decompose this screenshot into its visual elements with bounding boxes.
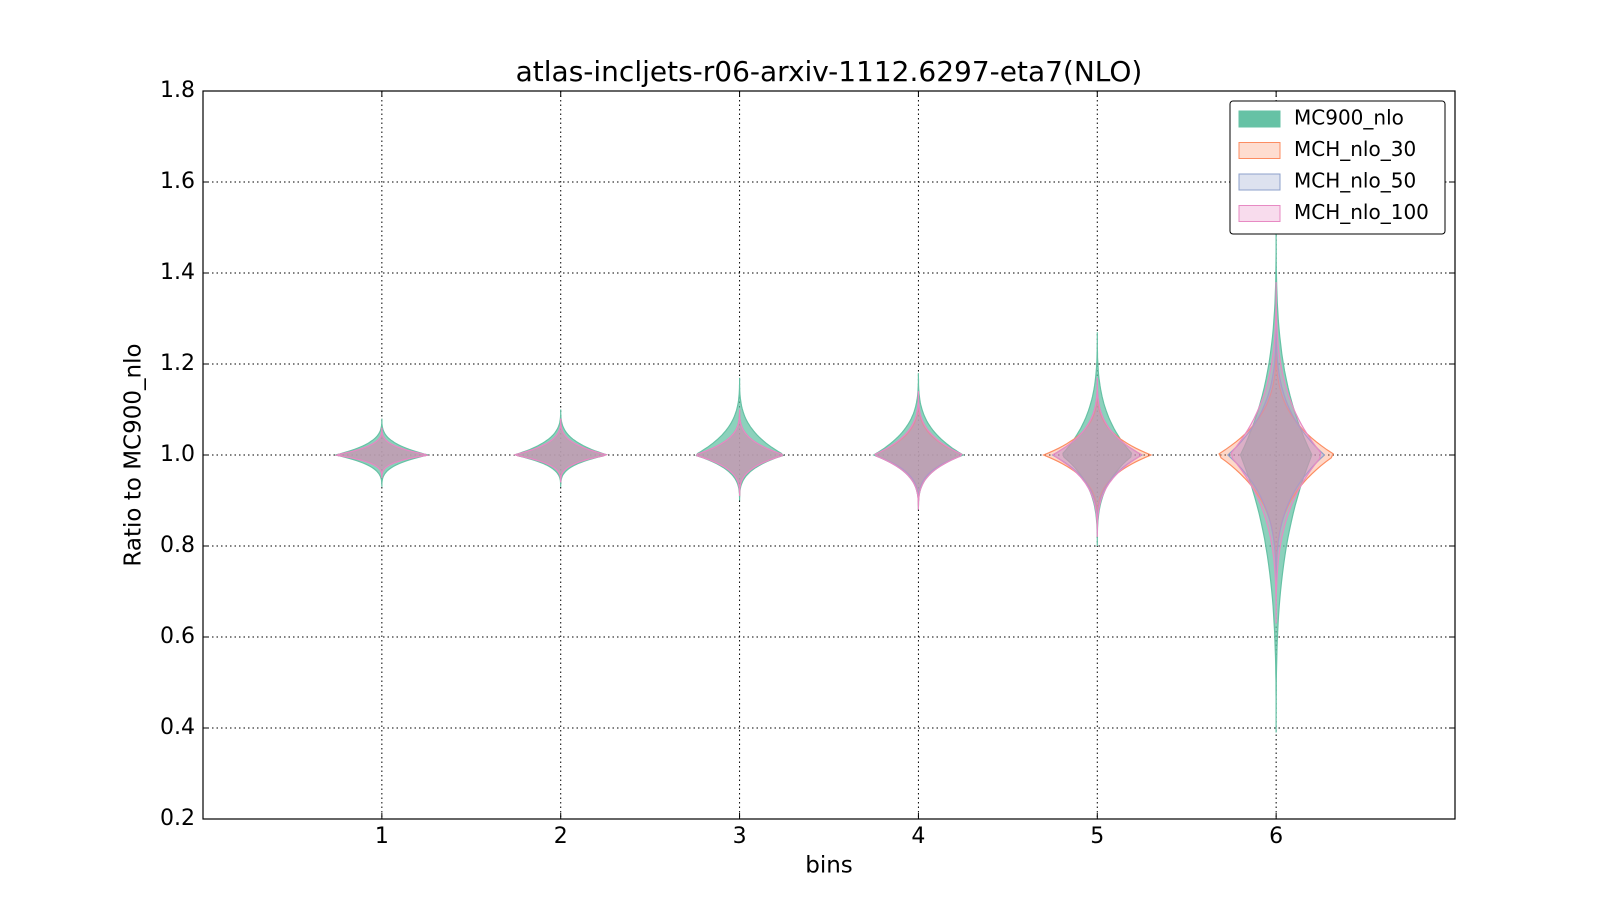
x-tick-label: 3 — [733, 824, 747, 849]
violin — [334, 427, 429, 478]
y-tick-label: 1.8 — [160, 78, 195, 103]
legend-swatch — [1238, 110, 1281, 128]
violins — [334, 227, 1334, 733]
y-axis-label: Ratio to MC900_nlo — [121, 343, 147, 566]
violin — [1239, 227, 1313, 733]
x-tick-label: 4 — [911, 824, 925, 849]
y-tick-label: 1.0 — [160, 442, 195, 467]
violin — [513, 418, 608, 483]
legend-swatch — [1238, 142, 1281, 159]
violin — [1230, 282, 1322, 624]
legend-label: MCH_nlo_50 — [1294, 169, 1416, 193]
axes: 0.2 0.4 0.6 0.8 1.0 1.2 1.4 1.6 1.8 1 2 3 4 5 6 — [160, 78, 1455, 849]
violin — [1227, 318, 1326, 592]
y-tick-label: 0.4 — [160, 715, 195, 740]
chart-title: atlas-incljets-r06-arxiv-1112.6297-eta7(… — [516, 55, 1143, 88]
y-tick-label: 1.2 — [160, 351, 195, 376]
y-tick-label: 0.8 — [160, 533, 195, 558]
legend-box — [1229, 100, 1446, 235]
legend-swatch — [1238, 173, 1281, 191]
violin — [875, 391, 962, 506]
x-tick-label: 1 — [375, 824, 389, 849]
y-tick-label: 1.6 — [160, 169, 195, 194]
violin — [873, 391, 963, 510]
violin — [1218, 341, 1334, 583]
violin — [1052, 377, 1143, 537]
violin — [335, 418, 429, 487]
legend-label: MC900_nlo — [1294, 106, 1404, 130]
legend-swatch — [1238, 205, 1281, 222]
x-tick-label: 6 — [1269, 824, 1283, 849]
legend-label: MCH_nlo_30 — [1294, 137, 1416, 161]
x-tick-label: 5 — [1090, 824, 1104, 849]
violin — [1062, 332, 1133, 546]
y-tick-label: 0.6 — [160, 624, 195, 649]
legend-label: MCH_nlo_100 — [1294, 200, 1429, 224]
y-tick-label: 0.2 — [160, 806, 195, 831]
x-axis-label: bins — [805, 853, 853, 879]
violin — [1051, 377, 1144, 533]
y-tick-label: 1.4 — [160, 260, 195, 285]
violin — [696, 409, 783, 496]
legend: MC900_nlo MCH_nlo_30 MCH_nlo_50 MCH_nlo_100 — [1229, 100, 1446, 235]
violin — [513, 409, 608, 487]
x-tick-label: 2 — [554, 824, 568, 849]
